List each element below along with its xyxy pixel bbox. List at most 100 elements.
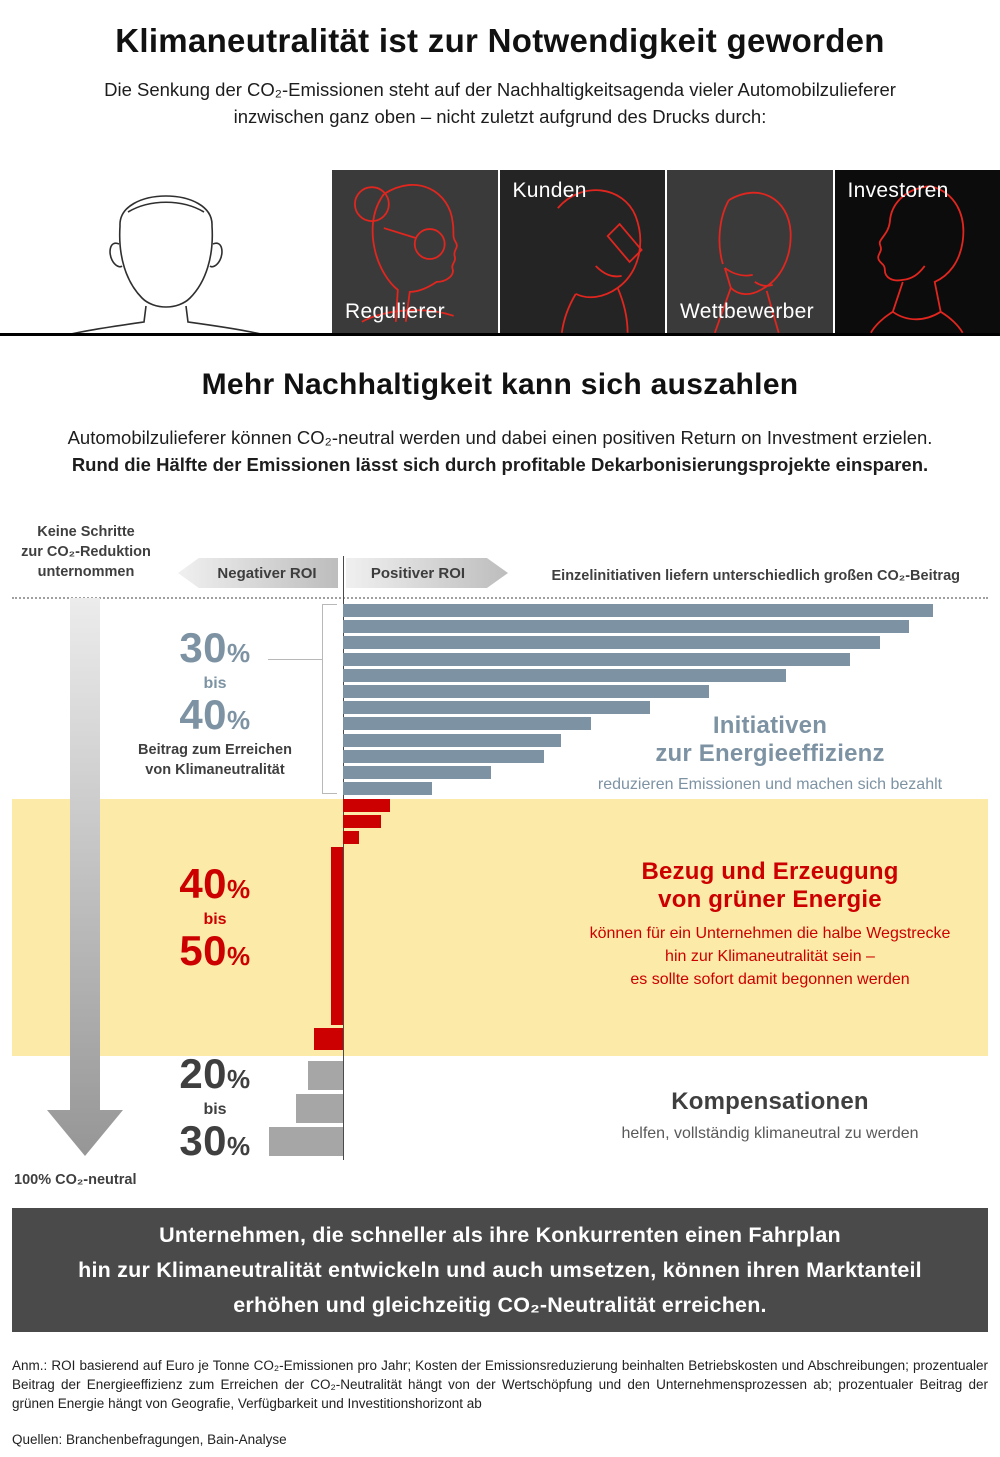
green-energy-share-from-unit: % — [227, 874, 251, 904]
green-energy-share-from: 40% — [143, 862, 287, 911]
supplier-portrait — [0, 170, 330, 333]
page-subtitle: Die Senkung der CO₂-Emissionen steht auf… — [0, 76, 1000, 130]
efficiency-share: 30% bis 40% — [143, 626, 287, 742]
section2-body: Automobilzulieferer können CO₂-neutral w… — [0, 424, 1000, 478]
compensation-bar — [307, 1061, 343, 1090]
efficiency-sublabel: Beitrag zum Erreichen von Klimaneutralit… — [105, 740, 325, 780]
efficiency-heading-line2: zur Energieeffizienz — [655, 740, 885, 767]
green-energy-heading-line2: von grüner Energie — [658, 886, 882, 913]
efficiency-bracket — [322, 604, 323, 794]
progress-down-arrow-icon — [47, 598, 123, 1156]
energy-efficiency-bar — [343, 685, 709, 698]
efficiency-bracket-top-tick — [322, 604, 337, 605]
chart-top-dotted-line — [12, 597, 988, 599]
positive-roi-arrow: Positiver ROI — [346, 558, 508, 588]
green-energy-share-to-unit: % — [227, 941, 251, 971]
efficiency-sublabel-line1: Beitrag zum Erreichen — [138, 742, 292, 758]
efficiency-share-bis: bis — [203, 675, 227, 692]
panel-kunden: Kunden — [499, 170, 665, 333]
kunden-illustration-icon — [556, 189, 643, 333]
section2-title: Mehr Nachhaltigkeit kann sich auszahlen — [201, 368, 799, 401]
energy-efficiency-bar — [343, 652, 851, 666]
investoren-illustration-icon — [869, 185, 964, 333]
section2-body-line1: Automobilzulieferer können CO₂-neutral w… — [67, 427, 933, 448]
compensation-share-from-unit: % — [227, 1064, 251, 1094]
efficiency-share-from: 30% — [143, 626, 287, 675]
subtitle-line2: inzwischen ganz oben – nicht zuletzt auf… — [233, 106, 767, 127]
negative-roi-arrow: Negativer ROI — [178, 558, 338, 588]
panel-label-regulierer: Regulierer — [345, 300, 445, 323]
compensation-heading-block: Kompensationen helfen, vollständig klima… — [570, 1088, 970, 1145]
compensation-share-from-value: 20 — [179, 1050, 228, 1097]
efficiency-bracket-bottom-tick — [322, 793, 337, 794]
green-energy-highlight-band — [12, 799, 988, 1056]
energy-efficiency-bar — [343, 782, 432, 796]
divider-line — [0, 333, 1000, 336]
compensation-share-to-value: 30 — [179, 1117, 228, 1164]
efficiency-share-to-value: 40 — [179, 691, 228, 738]
compensation-bar — [295, 1094, 343, 1123]
panel-wettbewerber: Wettbewerber — [667, 170, 833, 333]
sources: Quellen: Branchenbefragungen, Bain-Analy… — [12, 1432, 287, 1447]
callout-banner: Unternehmen, die schneller als ihre Konk… — [12, 1208, 988, 1332]
efficiency-sublabel-line2: von Klimaneutralität — [145, 762, 285, 778]
green-energy-share-from-value: 40 — [179, 860, 228, 907]
energy-efficiency-bar — [343, 620, 910, 634]
wettbewerber-illustration-icon — [714, 191, 792, 333]
energy-efficiency-bar — [343, 717, 591, 731]
footnote: Anm.: ROI basierend auf Euro je Tonne CO… — [12, 1358, 988, 1411]
compensation-heading: Kompensationen — [671, 1088, 869, 1115]
energy-efficiency-bar — [343, 604, 933, 617]
compensation-share: 20% bis 30% — [143, 1052, 287, 1168]
compensation-share-to-unit: % — [227, 1131, 251, 1161]
green-energy-share: 40% bis 50% — [143, 862, 287, 978]
energy-efficiency-bar — [343, 766, 491, 779]
compensation-description: helfen, vollständig klimaneutral zu werd… — [621, 1125, 919, 1142]
energy-efficiency-bar — [343, 668, 786, 682]
green-energy-share-to-value: 50 — [179, 927, 228, 974]
page-title: Klimaneutralität ist zur Notwendigkeit g… — [115, 22, 885, 59]
panel-investoren: Investoren — [834, 170, 1000, 333]
positive-roi-label: Positiver ROI — [370, 564, 466, 582]
chart-annotation: Einzelinitiativen liefern unterschiedlic… — [551, 568, 961, 584]
efficiency-share-from-value: 30 — [179, 624, 228, 671]
efficiency-heading-line1: Initiativen — [712, 712, 828, 739]
efficiency-bracket-connector — [268, 659, 322, 660]
roi-zero-axis — [343, 556, 344, 1160]
compensation-share-from: 20% — [143, 1052, 287, 1101]
no-action-line3: unternommen — [37, 564, 135, 580]
no-action-line2: zur CO₂-Reduktion — [21, 544, 151, 560]
green-energy-description-line3: es sollte sofort damit begonnen werden — [630, 971, 910, 988]
panel-regulierer: Regulierer — [332, 170, 498, 333]
negative-roi-label: Negativer ROI — [217, 564, 317, 582]
green-energy-share-to: 50% — [143, 929, 287, 978]
panel-label-wettbewerber: Wettbewerber — [680, 300, 814, 323]
efficiency-description: reduzieren Emissionen und machen sich be… — [597, 776, 943, 793]
panel-label-investoren: Investoren — [847, 179, 949, 202]
compensation-share-bis: bis — [203, 1101, 227, 1118]
energy-efficiency-bar — [343, 749, 544, 763]
efficiency-share-from-unit: % — [227, 638, 251, 668]
green-energy-description-line2: hin zur Klimaneutralität sein – — [665, 948, 875, 965]
green-energy-description-line1: können für ein Unternehmen die halbe Weg… — [589, 925, 951, 942]
panel-label-kunden: Kunden — [512, 179, 587, 202]
subtitle-line1: Die Senkung der CO₂-Emissionen steht auf… — [104, 79, 896, 100]
energy-efficiency-bar — [343, 636, 880, 650]
green-energy-share-bis: bis — [203, 911, 227, 928]
regulierer-illustration-icon — [354, 184, 458, 323]
pressure-groups-band: Regulierer Kunden — [0, 170, 1000, 333]
efficiency-share-to: 40% — [143, 693, 287, 742]
no-action-label: Keine Schritte zur CO₂-Reduktion unterno… — [8, 522, 164, 582]
front-face-outline-icon — [72, 195, 260, 333]
callout-line2: hin zur Klimaneutralität entwickeln und … — [78, 1257, 922, 1282]
energy-efficiency-bar — [343, 733, 562, 747]
green-energy-heading-line1: Bezug und Erzeugung — [641, 858, 899, 885]
compensation-share-to: 30% — [143, 1119, 287, 1168]
section2-body-line2: Rund die Hälfte der Emissionen lässt sic… — [71, 454, 929, 475]
co2-neutral-label: 100% CO₂-neutral — [14, 1172, 137, 1188]
efficiency-heading-block: Initiativen zur Energieeffizienz reduzie… — [570, 712, 970, 796]
green-energy-heading-block: Bezug und Erzeugung von grüner Energie k… — [555, 858, 985, 991]
callout-line3: erhöhen und gleichzeitig CO₂-Neutralität… — [233, 1292, 767, 1317]
callout-line1: Unternehmen, die schneller als ihre Konk… — [159, 1222, 841, 1247]
